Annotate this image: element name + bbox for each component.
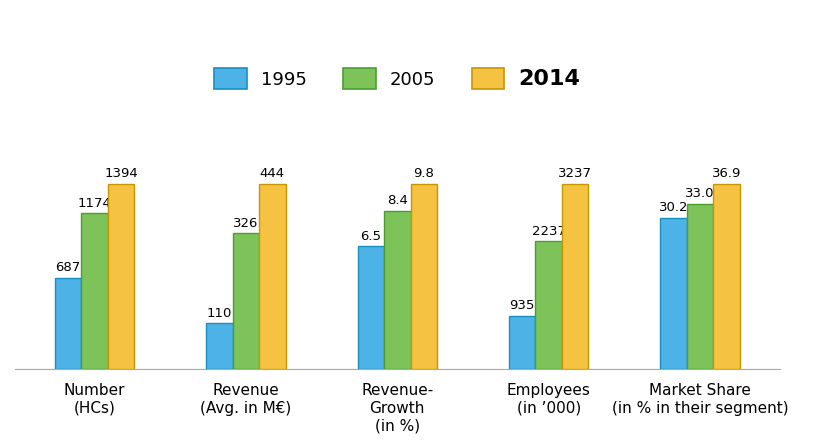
- Bar: [108, 184, 134, 369]
- Text: 2237: 2237: [532, 224, 565, 237]
- Text: 36.9: 36.9: [712, 168, 741, 181]
- Text: 6.5: 6.5: [360, 230, 382, 243]
- Bar: [660, 218, 687, 369]
- Bar: [509, 316, 535, 369]
- Text: 687: 687: [56, 261, 81, 274]
- Text: 1394: 1394: [104, 168, 138, 181]
- Text: 110: 110: [207, 307, 232, 320]
- Bar: [410, 184, 437, 369]
- Text: 1174: 1174: [78, 197, 111, 210]
- Text: 326: 326: [233, 217, 258, 230]
- Bar: [259, 184, 286, 369]
- Text: 9.8: 9.8: [413, 168, 434, 181]
- Bar: [233, 233, 259, 369]
- Bar: [562, 184, 588, 369]
- Text: 33.0: 33.0: [685, 187, 715, 200]
- Bar: [206, 323, 233, 369]
- Text: 3237: 3237: [558, 168, 592, 181]
- Text: 30.2: 30.2: [659, 201, 688, 214]
- Bar: [358, 246, 384, 369]
- Bar: [81, 213, 108, 369]
- Bar: [535, 241, 562, 369]
- Bar: [713, 184, 739, 369]
- Bar: [687, 204, 713, 369]
- Text: 444: 444: [260, 168, 285, 181]
- Text: 8.4: 8.4: [386, 194, 408, 207]
- Legend: 1995, 2005, 2014: 1995, 2005, 2014: [208, 63, 586, 95]
- Bar: [55, 278, 81, 369]
- Bar: [384, 211, 410, 369]
- Text: 935: 935: [510, 299, 535, 312]
